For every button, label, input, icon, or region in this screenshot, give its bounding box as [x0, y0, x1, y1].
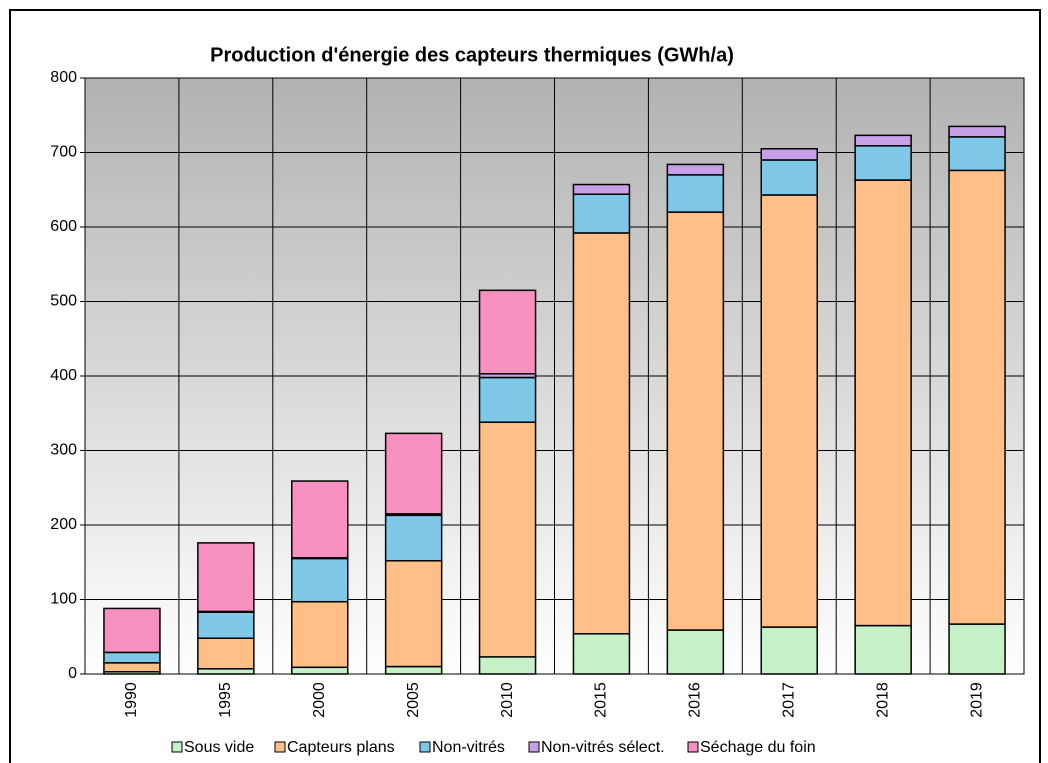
bar-segment	[854, 145, 912, 181]
bar-segment	[760, 626, 818, 675]
x-tick-label: 2005	[405, 682, 422, 718]
bar-segment	[572, 183, 631, 195]
y-tick-label: 100	[50, 591, 77, 608]
bar-segment	[666, 211, 725, 631]
bar-segment	[103, 651, 161, 664]
bar-segment	[197, 637, 255, 670]
bar-segment	[666, 629, 725, 675]
bar-segment	[291, 666, 349, 675]
x-tick-label: 2000	[311, 682, 328, 718]
bar-segment	[384, 560, 443, 668]
y-tick-label: 300	[50, 442, 77, 459]
bar-segment	[478, 289, 537, 375]
bar-segment	[197, 542, 255, 613]
x-tick-label: 2016	[687, 682, 704, 718]
bar-segment	[103, 607, 161, 654]
x-tick-label: 2015	[593, 682, 610, 718]
legend-swatch	[171, 741, 183, 753]
x-tick-label: 2018	[874, 682, 891, 718]
bar-segment	[760, 194, 818, 628]
bar-segment	[854, 179, 912, 627]
bar-segment	[291, 480, 349, 559]
x-tick-label: 2010	[499, 682, 516, 718]
bar-segment	[948, 125, 1006, 138]
x-tick-label: 2019	[968, 682, 985, 718]
bar-segment	[291, 600, 349, 669]
y-tick-label: 700	[50, 144, 77, 161]
chart-title: Production d'énergie des capteurs thermi…	[210, 44, 734, 66]
bar-segment	[948, 169, 1006, 625]
legend-swatch	[528, 741, 540, 753]
bar-segment	[948, 623, 1006, 675]
bar-segment	[478, 421, 537, 658]
x-tick-label: 2017	[780, 682, 797, 718]
bar-segment	[291, 557, 349, 603]
y-tick-label: 200	[50, 516, 77, 533]
legend-label: Séchage du foin	[700, 739, 816, 756]
bar-segment	[384, 665, 443, 675]
bar-segment	[854, 624, 912, 675]
legend-swatch	[419, 741, 431, 753]
bar-segment	[478, 656, 537, 675]
bar-segment	[572, 232, 631, 635]
y-tick-label: 500	[50, 293, 77, 310]
bar-segment	[197, 668, 255, 675]
bar-segment	[666, 174, 725, 213]
bar-segment	[478, 376, 537, 423]
bar-segment	[948, 136, 1006, 172]
bar-segment	[384, 514, 443, 562]
y-tick-label: 400	[50, 367, 77, 384]
y-tick-label: 800	[50, 69, 77, 86]
x-tick-label: 1990	[123, 682, 140, 718]
bar-segment	[103, 662, 161, 673]
legend-label: Non-vitrés sélect.	[541, 739, 665, 756]
legend-label: Non-vitrés	[432, 739, 505, 756]
bar-segment	[384, 432, 443, 515]
bar-segment	[760, 148, 818, 161]
x-tick-label: 1995	[217, 682, 234, 718]
bar-segment	[760, 159, 818, 196]
bar-segment	[572, 193, 631, 234]
legend-label: Capteurs plans	[287, 739, 395, 756]
legend-swatch	[687, 741, 699, 753]
bar-segment	[572, 633, 631, 675]
legend-label: Sous vide	[184, 739, 254, 756]
bar-segment	[197, 611, 255, 639]
legend-swatch	[274, 741, 286, 753]
bar-segment	[854, 134, 912, 147]
bar-segment	[666, 163, 725, 176]
y-tick-label: 600	[50, 218, 77, 235]
y-tick-label: 0	[68, 665, 77, 682]
